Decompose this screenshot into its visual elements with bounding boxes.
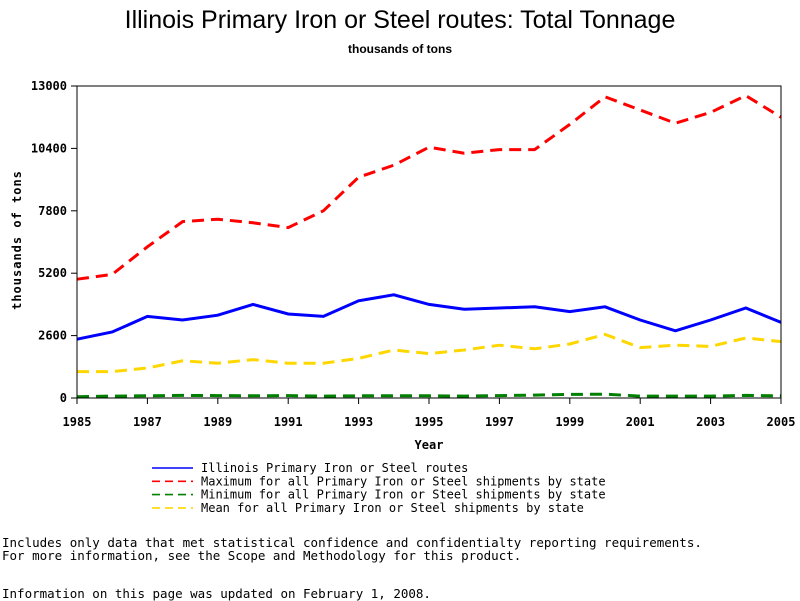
y-tick-label: 13000 xyxy=(31,79,67,93)
x-tick-label: 1985 xyxy=(63,415,92,429)
plot-area xyxy=(76,85,782,399)
series-line-0 xyxy=(76,293,782,341)
y-tick-label: 10400 xyxy=(31,141,67,155)
y-tick-label: 2600 xyxy=(38,329,67,343)
y-tick-label: 0 xyxy=(60,391,67,405)
x-tick-label: 2003 xyxy=(696,415,725,429)
x-tick-label: 1989 xyxy=(203,415,232,429)
y-tick-label: 5200 xyxy=(38,266,67,280)
x-tick-label: 1991 xyxy=(274,415,303,429)
chart-title: Illinois Primary Iron or Steel routes: T… xyxy=(124,6,676,34)
x-tick-label: 1995 xyxy=(415,415,444,429)
series-line-3 xyxy=(77,332,782,374)
x-tick-label: 1999 xyxy=(555,415,584,429)
x-tick-label: 2005 xyxy=(767,415,796,429)
x-axis-label: Year xyxy=(415,438,444,452)
updated-note: Information on this page was updated on … xyxy=(2,586,431,601)
x-tick-label: 1987 xyxy=(133,415,162,429)
y-axis-label: thousands of tons xyxy=(10,170,24,310)
chart-subtitle: thousands of tons xyxy=(348,42,452,56)
methodology-note: For more information, see the Scope and … xyxy=(2,548,522,563)
legend-label-3: Mean for all Primary Iron or Steel shipm… xyxy=(201,501,584,515)
x-tick-label: 1997 xyxy=(485,415,514,429)
legend-label-1: Maximum for all Primary Iron or Steel sh… xyxy=(201,474,606,488)
legend: Illinois Primary Iron or Steel routesMax… xyxy=(152,461,606,515)
y-tick-label: 7800 xyxy=(38,204,67,218)
legend-label-0: Illinois Primary Iron or Steel routes xyxy=(201,461,468,475)
x-tick-label: 2001 xyxy=(626,415,655,429)
legend-label-2: Minimum for all Primary Iron or Steel sh… xyxy=(201,488,606,502)
series-line-1 xyxy=(76,93,782,281)
confidence-note: Includes only data that met statistical … xyxy=(2,535,702,550)
x-tick-label: 1993 xyxy=(344,415,373,429)
series-line-2 xyxy=(76,392,782,399)
